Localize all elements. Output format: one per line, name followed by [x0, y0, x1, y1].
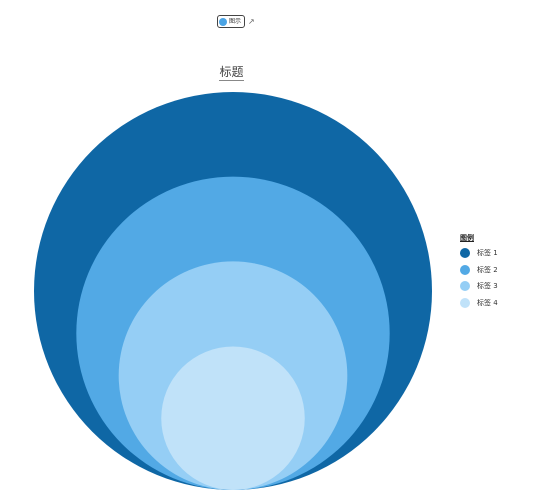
- legend-item-3[interactable]: 标签 3: [460, 280, 498, 292]
- legend-swatch-3: [460, 281, 470, 291]
- toggle-knob-icon: [219, 17, 227, 26]
- chart-title-text: 标题: [219, 65, 244, 81]
- legend: 图例 标签 1 标签 2 标签 3 标签 4: [460, 233, 498, 313]
- legend-item-2[interactable]: 标签 2: [460, 264, 498, 276]
- legend-label-1: 标签 1: [477, 249, 498, 257]
- legend-swatch-4: [460, 297, 470, 308]
- chart-title: 标题: [0, 63, 463, 81]
- legend-swatch-2: [460, 264, 470, 275]
- toolbar: 图示 ↗: [217, 15, 255, 28]
- legend-swatch-1: [460, 248, 470, 258]
- legend-label-3: 标签 3: [477, 282, 498, 290]
- legend-label-2: 标签 2: [477, 265, 498, 274]
- legend-title: 图例: [460, 234, 474, 242]
- share-icon[interactable]: ↗: [248, 17, 255, 26]
- legend-label-4: 标签 4: [477, 298, 498, 307]
- toggle-label: 图示: [229, 18, 242, 25]
- legend-item-1[interactable]: 标签 1: [460, 247, 498, 259]
- legend-item-4[interactable]: 标签 4: [460, 297, 498, 309]
- bubble-4[interactable]: [161, 346, 305, 491]
- legend-toggle-button[interactable]: 图示: [217, 15, 246, 28]
